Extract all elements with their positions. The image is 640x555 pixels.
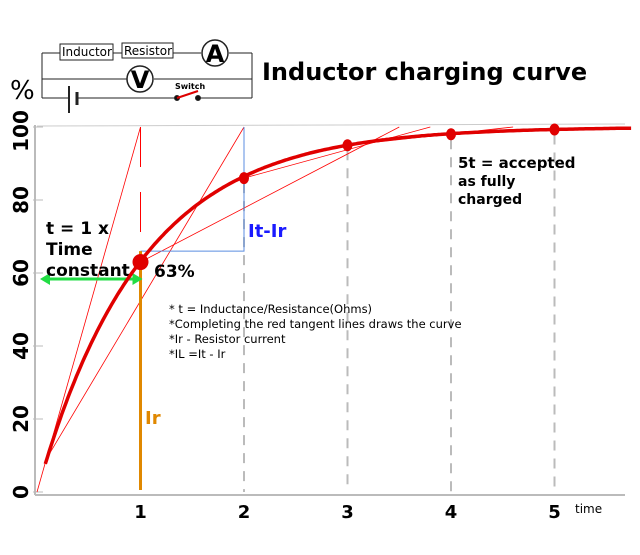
y-axis-label: % (10, 76, 35, 106)
arrow-head-right (132, 273, 143, 285)
five-t-label: 5t = accepted (458, 154, 576, 172)
five-t-label: charged (458, 192, 522, 208)
time-constant-label: Time (46, 240, 93, 260)
tangent-line (140, 126, 400, 263)
switch-icon (195, 95, 201, 101)
y-tick-label: 60 (9, 259, 33, 287)
voltmeter-label: V (131, 66, 150, 94)
resistor-label: Resistor (124, 44, 172, 58)
five-t-label: as fully (458, 174, 515, 190)
note-line: *IL =It - Ir (169, 347, 226, 361)
it-ir-label: It-Ir (248, 221, 286, 242)
ammeter-icon (201, 39, 229, 67)
y-tick-label: 80 (9, 186, 33, 214)
y-tick-label: 0 (9, 485, 33, 499)
circuit-diagram (41, 39, 253, 113)
switch-lever (176, 90, 199, 99)
x-tick-label: 3 (341, 502, 354, 523)
data-point (132, 254, 149, 271)
x-tick-label: 2 (238, 502, 251, 523)
tangent-line (47, 126, 245, 458)
switch-label: Switch (175, 82, 205, 91)
note-line: *Ir - Resistor current (169, 332, 286, 346)
x-axis-label: time (575, 502, 602, 516)
arrow-head-left (40, 273, 50, 285)
it-ir-bracket (140, 127, 245, 252)
inductor-label: Inductor (62, 45, 112, 59)
x-tick-label: 5 (548, 502, 561, 523)
chart-title: Inductor charging curve (262, 58, 587, 86)
voltmeter-icon (126, 65, 154, 93)
x-tick-label: 1 (134, 502, 147, 523)
note-line: *Completing the red tangent lines draws … (169, 317, 462, 331)
resistor-box (121, 42, 174, 59)
top-line (36, 123, 626, 127)
data-point (549, 123, 560, 136)
time-constant-label: t = 1 x (46, 219, 109, 239)
y-tick-label: 40 (9, 332, 33, 360)
data-point (446, 128, 456, 141)
time-constant-label: constant (46, 261, 130, 281)
charging-curve (43, 126, 632, 465)
inductor-box (59, 43, 114, 61)
ir-label: Ir (145, 408, 161, 429)
y-tick-label: 100 (9, 110, 33, 152)
y-tick-label: 20 (9, 405, 33, 433)
pct63-label: 63% (154, 262, 195, 282)
ammeter-label: A (206, 40, 225, 68)
data-point (239, 172, 249, 185)
note-line: * t = Inductance/Resistance(Ohms) (169, 302, 372, 316)
data-point (342, 139, 353, 152)
tangent-line (243, 126, 431, 179)
x-tick-label: 4 (445, 502, 458, 523)
